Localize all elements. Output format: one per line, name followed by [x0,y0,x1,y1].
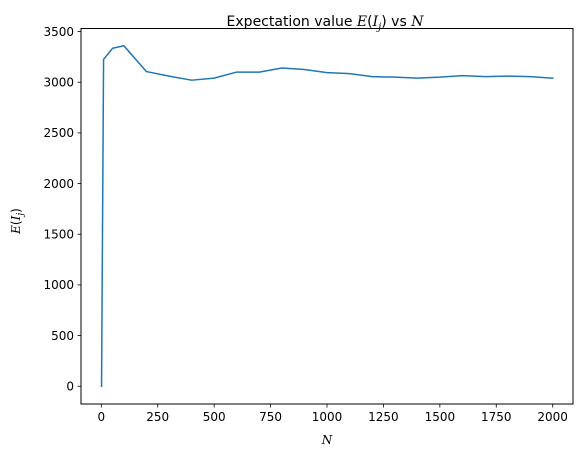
y-tick-label: 0 [66,380,74,394]
x-tick-label: 1000 [312,410,343,424]
title-paren-open: ( [367,14,372,30]
ylabel-math-i: I [9,215,23,221]
y-tick-label: 500 [51,329,74,343]
series-line [100,44,554,388]
x-axis-ticks: 0 250 500 750 1000 1250 1500 1750 2000 [97,404,568,424]
y-tick-label: 1000 [43,278,74,292]
title-paren-close: ) [381,14,386,30]
ylabel-paren-open: ( [9,220,23,225]
x-tick-label: 2000 [537,410,568,424]
ylabel-paren-close: ) [9,208,23,213]
x-tick-label: 1500 [425,410,456,424]
x-tick-label: 1250 [368,410,399,424]
y-axis-label: E(Ij) [9,208,26,235]
x-tick-label: 250 [146,410,169,424]
y-tick-label: 3000 [43,76,74,90]
series-layer [100,44,554,388]
y-tick-label: 1500 [43,228,74,242]
title-math-n: N [410,14,424,30]
title-vs: vs [387,14,411,30]
y-axis-ticks: 0 500 1000 1500 2000 2500 3000 3500 [43,25,81,394]
chart-title: Expectation value E(Ij) vs N [227,14,425,33]
x-tick-label: 500 [203,410,226,424]
ylabel-math-sub: j [16,213,26,218]
title-math-e: E [356,14,367,30]
axes-frame [80,28,574,405]
y-tick-label: 3500 [43,25,74,39]
x-axis-label: N [321,433,333,447]
x-tick-label: 750 [259,410,282,424]
y-tick-label: 2500 [43,126,74,140]
x-tick-label: 1750 [481,410,512,424]
ylabel-math-e: E [9,225,23,235]
title-math-i: I [372,14,379,30]
title-prefix: Expectation value [227,14,357,30]
title-math-sub: j [376,22,381,33]
x-tick-label: 0 [97,410,105,424]
y-tick-label: 2000 [43,177,74,191]
